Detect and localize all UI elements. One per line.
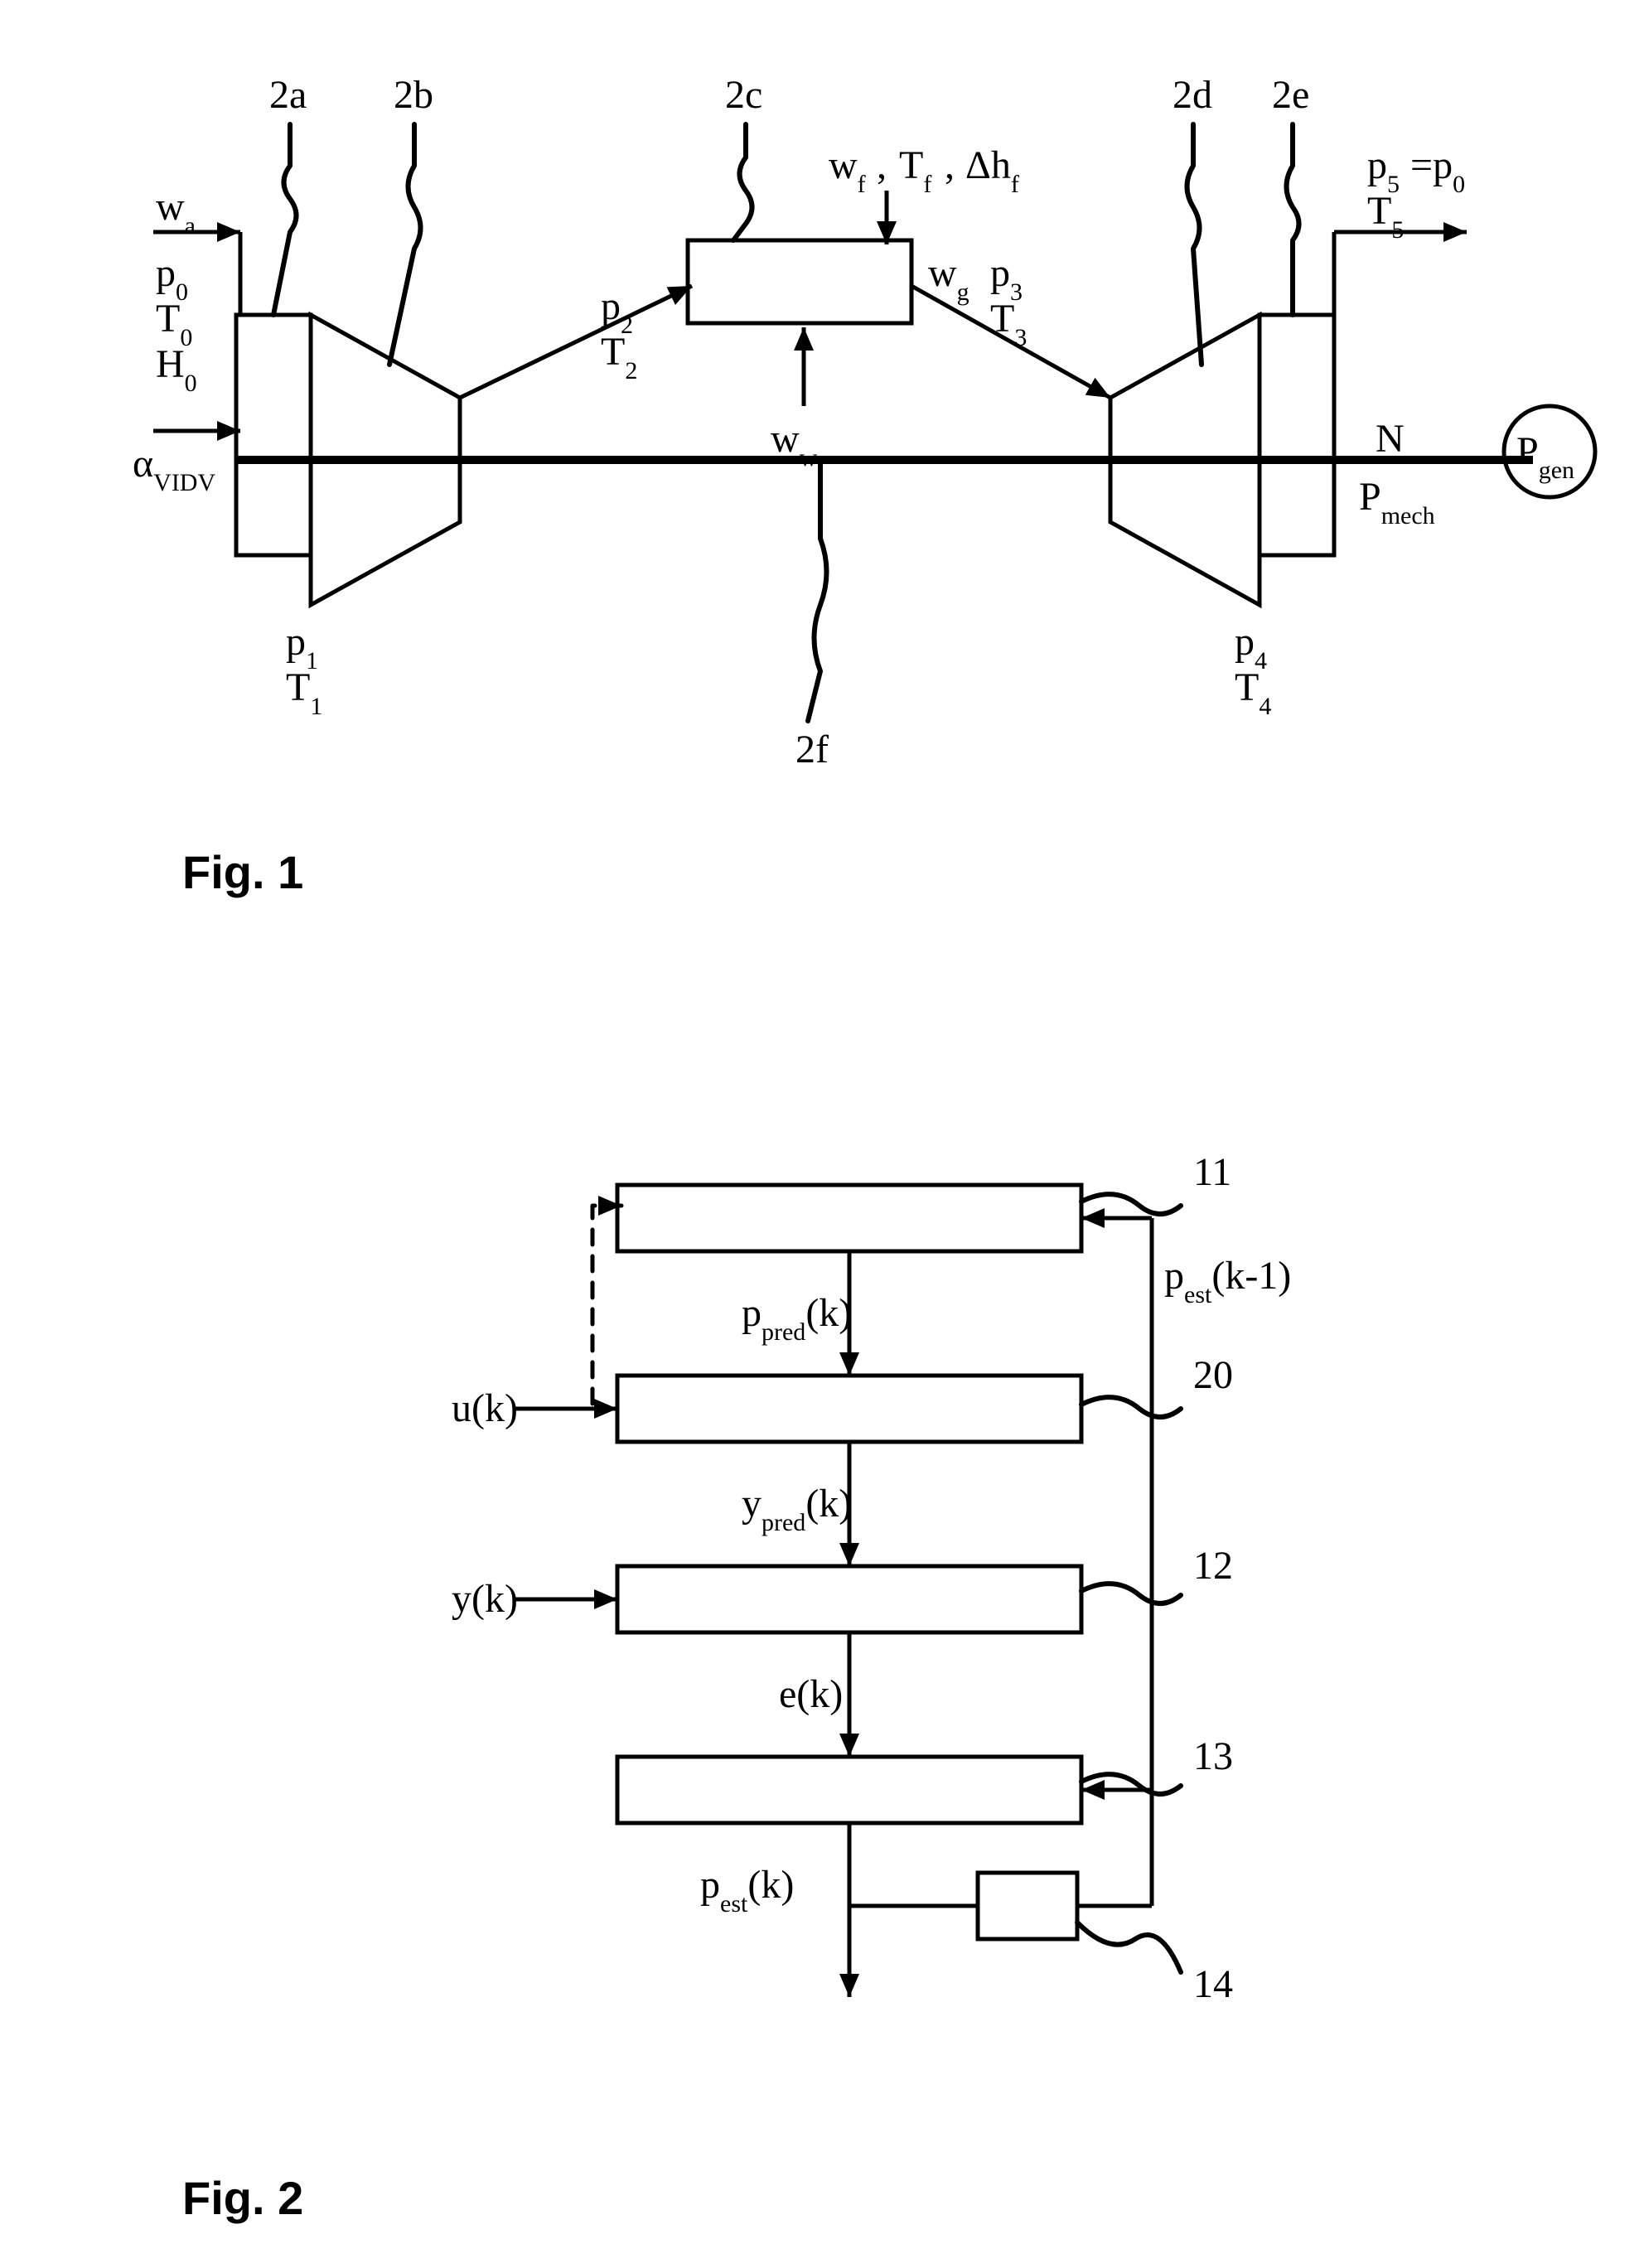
svg-text:pest(k): pest(k) xyxy=(700,1863,794,1917)
svg-text:ypred(k): ypred(k) xyxy=(742,1482,852,1536)
svg-text:=p0: =p0 xyxy=(1410,143,1465,198)
svg-text:Pmech: Pmech xyxy=(1359,475,1435,530)
svg-text:Δhf: Δhf xyxy=(965,143,1019,198)
svg-text:13: 13 xyxy=(1193,1734,1233,1778)
page: 2a2b2c2d2e2fwap0T0H0αVIDVp1T1p2T2wfTfΔhf… xyxy=(0,0,1644,2268)
svg-text:,: , xyxy=(877,143,887,187)
svg-text:y(k): y(k) xyxy=(452,1577,518,1621)
svg-text:e(k): e(k) xyxy=(779,1672,843,1716)
svg-text:αVIDV: αVIDV xyxy=(133,442,215,496)
svg-text:Pgen: Pgen xyxy=(1516,429,1574,484)
figure-2-label: Fig. 2 xyxy=(182,2171,303,2225)
svg-text:14: 14 xyxy=(1193,1962,1233,2006)
svg-text:ppred(k): ppred(k) xyxy=(742,1291,852,1346)
svg-text:N: N xyxy=(1376,417,1405,461)
svg-text:2b: 2b xyxy=(394,73,433,117)
diagram-canvas: 2a2b2c2d2e2fwap0T0H0αVIDVp1T1p2T2wfTfΔhf… xyxy=(0,0,1644,2268)
svg-text:wf: wf xyxy=(829,143,866,198)
svg-text:2d: 2d xyxy=(1173,73,1212,117)
svg-text:20: 20 xyxy=(1193,1353,1233,1397)
svg-text:,: , xyxy=(945,143,955,187)
svg-text:Tf: Tf xyxy=(899,143,931,198)
svg-text:12: 12 xyxy=(1193,1544,1233,1588)
svg-text:pest(k-1): pest(k-1) xyxy=(1164,1254,1291,1308)
svg-text:11: 11 xyxy=(1193,1150,1231,1194)
svg-text:u(k): u(k) xyxy=(452,1386,518,1430)
svg-text:2a: 2a xyxy=(269,73,307,117)
svg-text:2c: 2c xyxy=(725,73,762,117)
svg-text:2e: 2e xyxy=(1272,73,1309,117)
svg-text:2f: 2f xyxy=(795,728,829,771)
figure-1-label: Fig. 1 xyxy=(182,845,303,899)
